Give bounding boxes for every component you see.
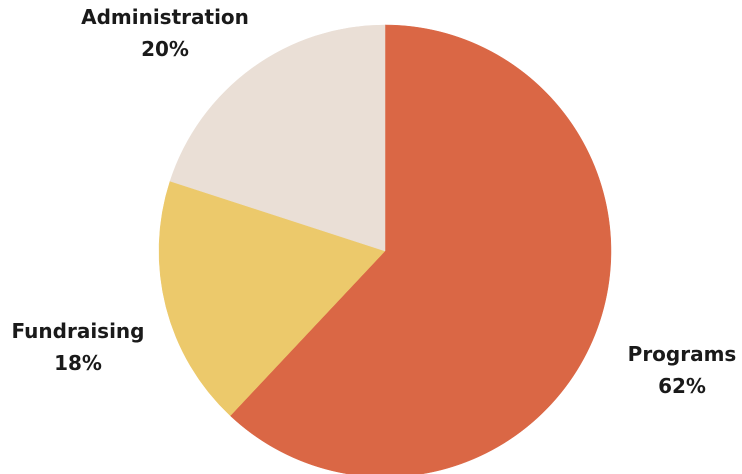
pie-slice-programs [229, 24, 612, 474]
slice-percent-programs: 62% [658, 374, 706, 398]
slice-label-administration: Administration [81, 5, 249, 29]
pie-slice-administration [169, 24, 386, 252]
pie-slice-fundraising [158, 180, 386, 417]
pie-labels: Programs 62% Fundraising 18% Administration 2… [12, 5, 737, 398]
pie-slices [158, 24, 612, 474]
slice-label-fundraising: Fundraising [12, 319, 145, 343]
slice-percent-fundraising: 18% [54, 351, 102, 375]
slice-label-programs: Programs [628, 342, 737, 366]
slice-percent-administration: 20% [141, 37, 189, 61]
